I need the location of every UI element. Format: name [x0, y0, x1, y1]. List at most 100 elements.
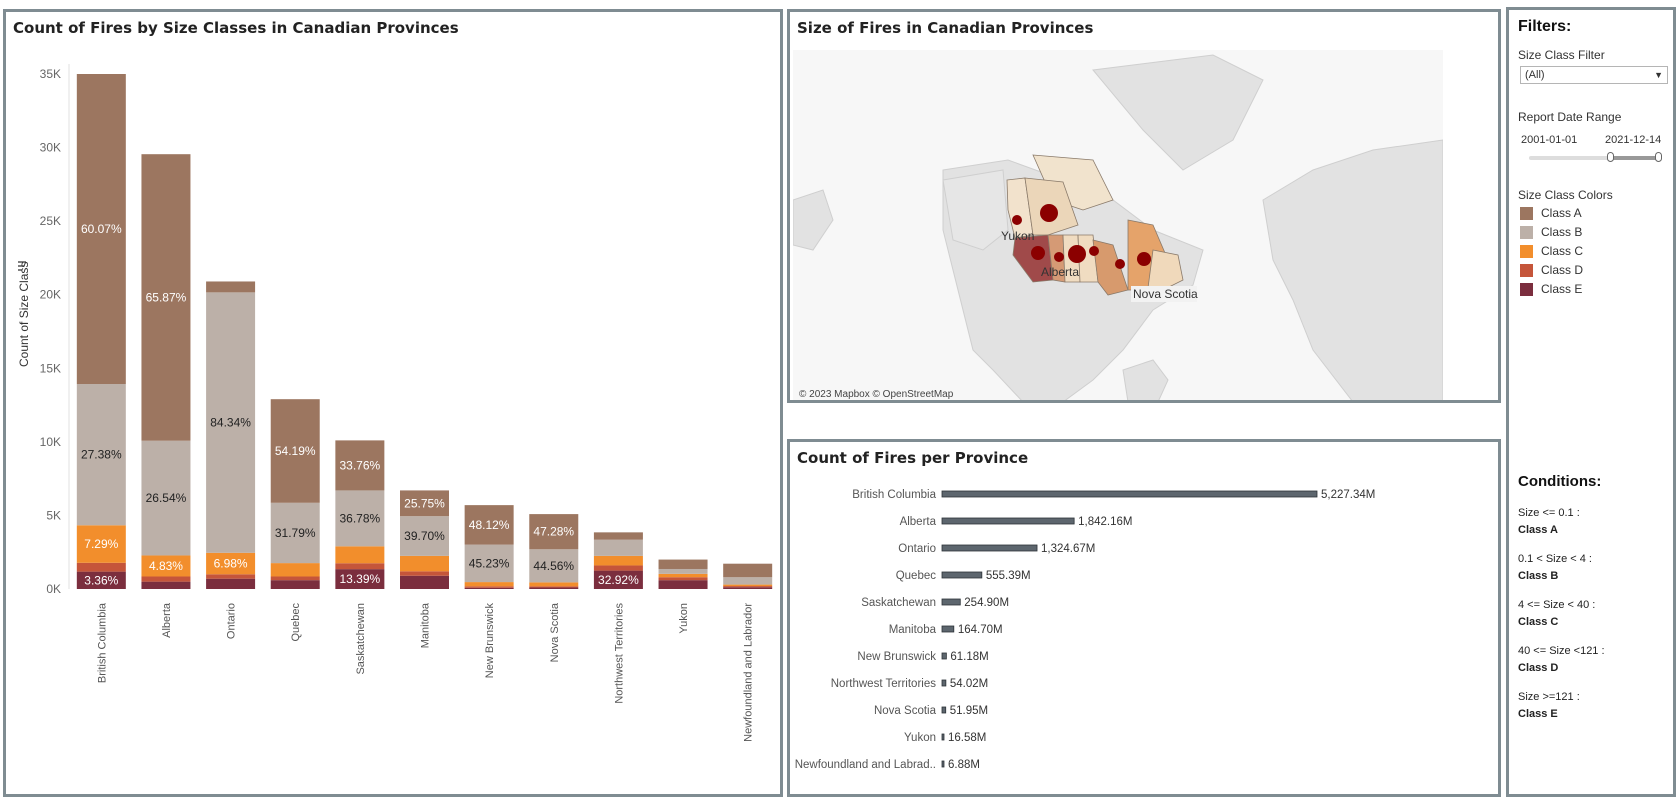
bar-segment-class-c[interactable]: [400, 555, 449, 572]
sort-icon[interactable]: [18, 261, 26, 271]
bar-segment-class-b[interactable]: [141, 440, 191, 556]
province-bar[interactable]: [941, 760, 945, 768]
bar-segment-class-b[interactable]: [400, 516, 449, 556]
province-bar-chart[interactable]: British Columbia 5,227.34M Alberta 1,842.16…: [790, 442, 1498, 794]
province-bar[interactable]: [941, 517, 1075, 525]
bar-segment-class-a[interactable]: [400, 490, 449, 517]
province-bar[interactable]: [941, 598, 961, 606]
bar-segment-class-c[interactable]: [76, 525, 126, 563]
bar-segment-class-e[interactable]: [400, 575, 449, 589]
bar-segment-class-a[interactable]: [593, 532, 643, 540]
province-bar[interactable]: [941, 625, 955, 633]
bar-segment-label: 54.19%: [275, 444, 316, 458]
bar-segment-class-b[interactable]: [270, 502, 320, 564]
bar-segment-class-d[interactable]: [400, 571, 449, 576]
bar-segment-class-a[interactable]: [464, 505, 514, 545]
bar-segment-class-e[interactable]: [76, 571, 126, 589]
bar-segment-class-b[interactable]: [464, 544, 514, 583]
bar-segment-class-a[interactable]: [658, 559, 708, 569]
province-bar[interactable]: [941, 490, 1318, 498]
size-class-filter-dropdown[interactable]: (All) ▼: [1520, 66, 1668, 84]
bar-segment-class-c[interactable]: [658, 573, 708, 578]
province-bar[interactable]: [941, 652, 947, 660]
bar-segment-class-a[interactable]: [270, 399, 320, 503]
chevron-down-icon[interactable]: ▼: [1654, 70, 1663, 80]
bar-segment-class-e[interactable]: [141, 581, 191, 589]
province-bar[interactable]: [941, 706, 947, 714]
condition-class: Class D: [1518, 662, 1559, 674]
bar-segment-class-c[interactable]: [270, 563, 320, 577]
bar-segment-class-c[interactable]: [529, 582, 579, 587]
world-map[interactable]: Yukon Alberta Nova Scotia © 2023 Mapbox …: [792, 50, 1444, 402]
legend-item-class-c[interactable]: Class C: [1520, 244, 1583, 258]
legend-item-class-a[interactable]: Class A: [1520, 206, 1582, 220]
bar-segment-class-a[interactable]: [529, 514, 579, 550]
bar-segment-class-e[interactable]: [593, 570, 643, 589]
bar-segment-class-d[interactable]: [335, 563, 385, 570]
condition-item: Size <= 0.1 : Class A: [1518, 507, 1580, 536]
bar-segment-class-d[interactable]: [76, 562, 126, 572]
bar-segment-class-d[interactable]: [593, 565, 643, 571]
x-tick-label: Quebec: [290, 603, 302, 642]
map-attribution[interactable]: © 2023 Mapbox © OpenStreetMap: [799, 389, 954, 400]
bar-segment-class-b[interactable]: [335, 490, 385, 547]
bar-segment-class-d[interactable]: [658, 577, 708, 581]
bar-segment-class-e[interactable]: [723, 587, 773, 589]
legend-item-class-b[interactable]: Class B: [1520, 225, 1582, 239]
bar-segment-class-a[interactable]: [141, 154, 191, 441]
bar-segment-class-e[interactable]: [206, 578, 256, 589]
province-bar[interactable]: [941, 544, 1038, 552]
land-small-left: [792, 189, 834, 251]
province-value-label: 51.95M: [950, 705, 988, 717]
bar-segment-class-d[interactable]: [723, 586, 773, 588]
province-bar[interactable]: [941, 679, 947, 687]
y-axis-title: Count of Size Class: [17, 262, 31, 367]
bar-segment-class-e[interactable]: [464, 587, 514, 589]
bar-segment-class-c[interactable]: [335, 546, 385, 564]
bar-segment-class-a[interactable]: [206, 281, 256, 293]
province-bar[interactable]: [941, 571, 983, 579]
bar-segment-class-c[interactable]: [141, 555, 191, 577]
bar-segment-class-d[interactable]: [270, 576, 320, 581]
land-europe-africa: [1262, 139, 1444, 400]
bar-segment-class-e[interactable]: [658, 580, 708, 589]
legend-item-class-e[interactable]: Class E: [1520, 282, 1582, 296]
bar-segment-class-d[interactable]: [464, 586, 514, 588]
province-bar[interactable]: [941, 733, 945, 741]
bar-segment-label: 39.70%: [404, 529, 445, 543]
bar-segment-class-a[interactable]: [76, 74, 126, 385]
bar-segment-label: 31.79%: [275, 526, 316, 540]
bar-segment-class-e[interactable]: [270, 580, 320, 589]
province-value-label: 254.90M: [964, 597, 1009, 609]
bar-segment-class-d[interactable]: [206, 574, 256, 579]
bar-segment-class-b[interactable]: [658, 568, 708, 574]
bar-segment-class-b[interactable]: [206, 292, 256, 553]
bar-segment-class-e[interactable]: [529, 587, 579, 589]
bar-segment-class-b[interactable]: [723, 577, 773, 585]
date-range-start-handle[interactable]: [1606, 152, 1614, 162]
bar-segment-class-b[interactable]: [76, 384, 126, 526]
fire-circle-quebec: [1137, 252, 1151, 266]
bar-segment-label: 6.98%: [214, 557, 248, 571]
date-range-end-handle[interactable]: [1655, 152, 1662, 162]
bar-segment-class-b[interactable]: [529, 549, 579, 583]
stacked-bar-chart[interactable]: 0K 5K 10K 15K 20K 25K 30K 35K Count of Size Clas…: [6, 12, 780, 792]
bar-segment-class-b[interactable]: [593, 539, 643, 556]
bar-segment-class-a[interactable]: [723, 563, 773, 578]
province-value-label: 164.70M: [958, 624, 1003, 636]
bar-segment-class-c[interactable]: [593, 555, 643, 566]
bar-segment-class-c[interactable]: [723, 584, 773, 587]
bar-segment-class-c[interactable]: [464, 582, 514, 587]
bar-segment-class-a[interactable]: [335, 440, 385, 491]
date-range-slider-track[interactable]: [1529, 156, 1659, 160]
bar-segment-class-e[interactable]: [335, 569, 385, 589]
bar-segment-class-d[interactable]: [141, 576, 191, 582]
map-label-yukon: Yukon: [1001, 229, 1034, 243]
legend-item-class-d[interactable]: Class D: [1520, 263, 1583, 277]
condition-rule: Size >=121 :: [1518, 691, 1580, 703]
province-label: Northwest Territories: [831, 678, 936, 690]
filters-title: Filters:: [1518, 18, 1572, 35]
bar-segment-class-c[interactable]: [206, 552, 256, 575]
bar-segment-class-d[interactable]: [529, 586, 579, 588]
map-view[interactable]: Yukon Alberta Nova Scotia © 2023 Mapbox …: [792, 50, 1444, 402]
